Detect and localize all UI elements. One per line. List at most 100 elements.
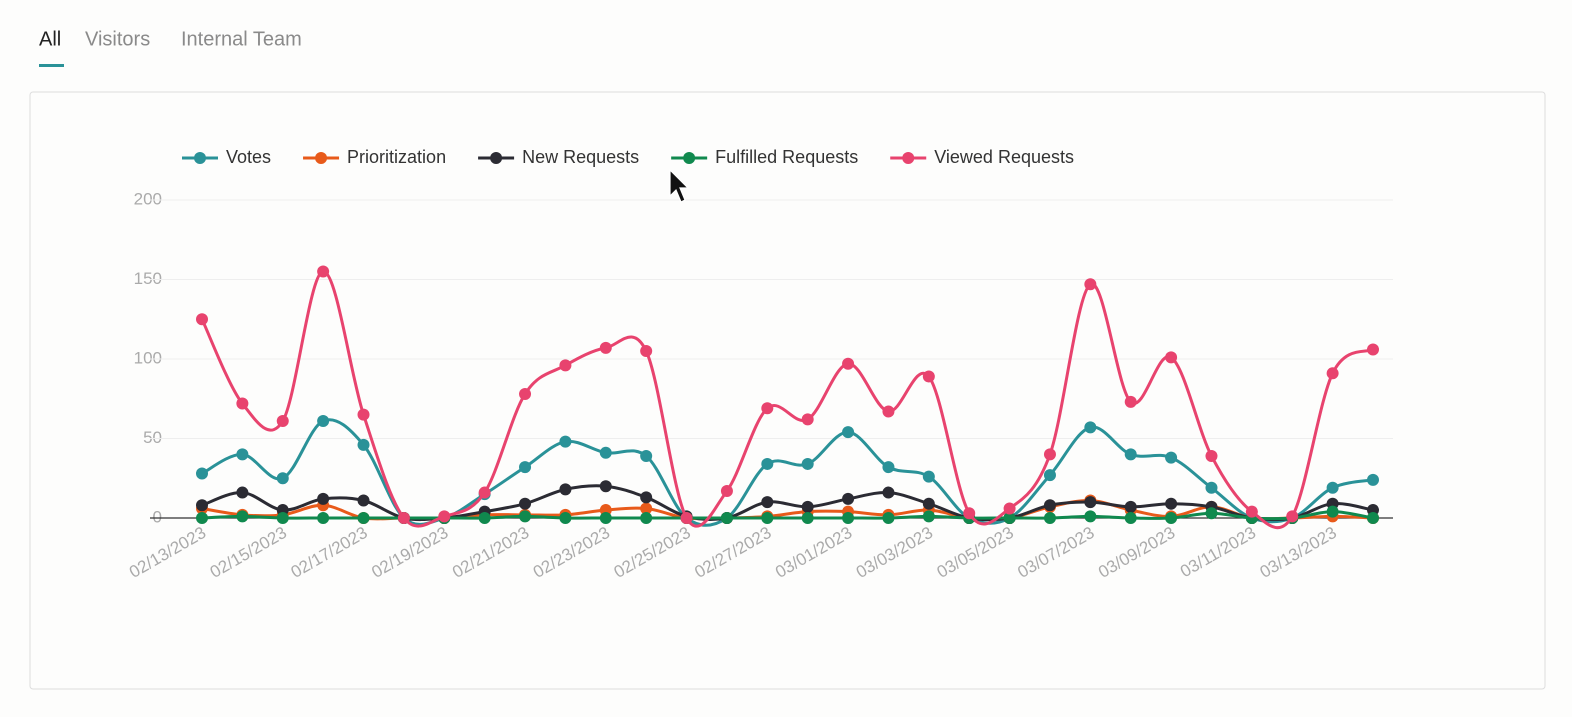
data-point [1165,451,1178,464]
data-point [922,370,935,383]
data-point [196,499,208,512]
data-point [1043,448,1056,461]
data-point [1084,421,1097,434]
data-point [317,492,330,505]
data-point [882,486,895,499]
legend-dot [315,152,328,164]
data-point [640,491,653,504]
data-point [599,446,612,459]
data-point [1124,448,1137,461]
data-point [842,512,855,524]
data-point [720,484,733,497]
y-tick-label: 150 [134,269,162,288]
data-point [801,413,814,426]
legend-label: Viewed Requests [934,147,1074,167]
data-point [1165,351,1178,364]
data-point [236,397,249,410]
data-point [640,502,653,515]
data-point [236,510,249,523]
chart-card [29,91,1546,690]
legend-dot [683,152,696,164]
data-point [1003,502,1016,515]
data-point [357,438,370,451]
data-point [842,492,855,505]
data-point [236,486,249,499]
data-point [761,457,774,470]
data-point [761,512,774,524]
data-point [559,435,572,448]
data-point [801,457,814,470]
data-point [276,512,289,524]
data-point [317,265,330,278]
legend-label: Votes [226,147,271,167]
data-point [196,313,208,326]
data-point [1084,278,1097,291]
data-point [882,512,895,524]
data-point [559,512,572,524]
data-point [1367,343,1379,356]
tab-visitors[interactable]: Visitors [85,28,150,50]
data-point [317,415,330,428]
data-point [357,512,370,524]
data-point [1205,481,1218,494]
data-point [317,512,330,524]
legend-label: Fulfilled Requests [715,147,858,167]
legend-label: New Requests [522,147,639,167]
data-point [761,402,774,415]
y-tick-label: 100 [134,348,162,367]
tab-internal-team[interactable]: Internal Team [181,28,302,50]
data-point [599,480,612,493]
data-point [801,512,814,524]
data-point [922,510,935,523]
data-point [922,470,935,483]
data-point [1165,512,1178,524]
data-point [519,510,532,523]
data-point [559,359,572,372]
data-point [196,467,208,480]
y-tick-label: 200 [134,189,162,208]
data-point [357,408,370,421]
data-point [1043,499,1056,512]
data-point [1205,449,1218,462]
data-point [1084,510,1097,523]
legend-label: Prioritization [347,147,446,167]
data-point [1165,497,1178,510]
data-point [599,341,612,354]
data-point [1043,469,1056,482]
data-point [1124,500,1137,513]
data-point [1124,395,1137,408]
data-point [1043,512,1056,524]
data-point [1367,473,1379,486]
data-point [1003,512,1016,524]
data-point [519,461,532,474]
data-point [761,496,774,509]
data-point [196,512,208,524]
y-tick-label: 50 [143,428,162,447]
data-point [357,494,370,507]
legend-dot [490,152,503,164]
data-point [720,512,733,524]
data-point [1245,505,1258,518]
data-point [640,449,653,462]
legend-dot [194,152,206,164]
data-point [1205,507,1218,520]
legend-dot [902,152,915,164]
data-point [1286,510,1299,523]
data-point [276,415,289,428]
data-point [1326,505,1339,518]
data-point [559,483,572,496]
data-point [236,448,249,461]
data-point [1084,496,1097,509]
data-point [963,507,976,520]
data-point [397,512,410,524]
data-point [882,461,895,474]
data-point [1367,512,1379,524]
data-point [276,472,289,485]
y-tick-label: 0 [153,507,162,526]
tab-all[interactable]: All [39,28,61,50]
data-point [519,387,532,400]
data-point [478,486,491,499]
data-point [640,512,653,524]
